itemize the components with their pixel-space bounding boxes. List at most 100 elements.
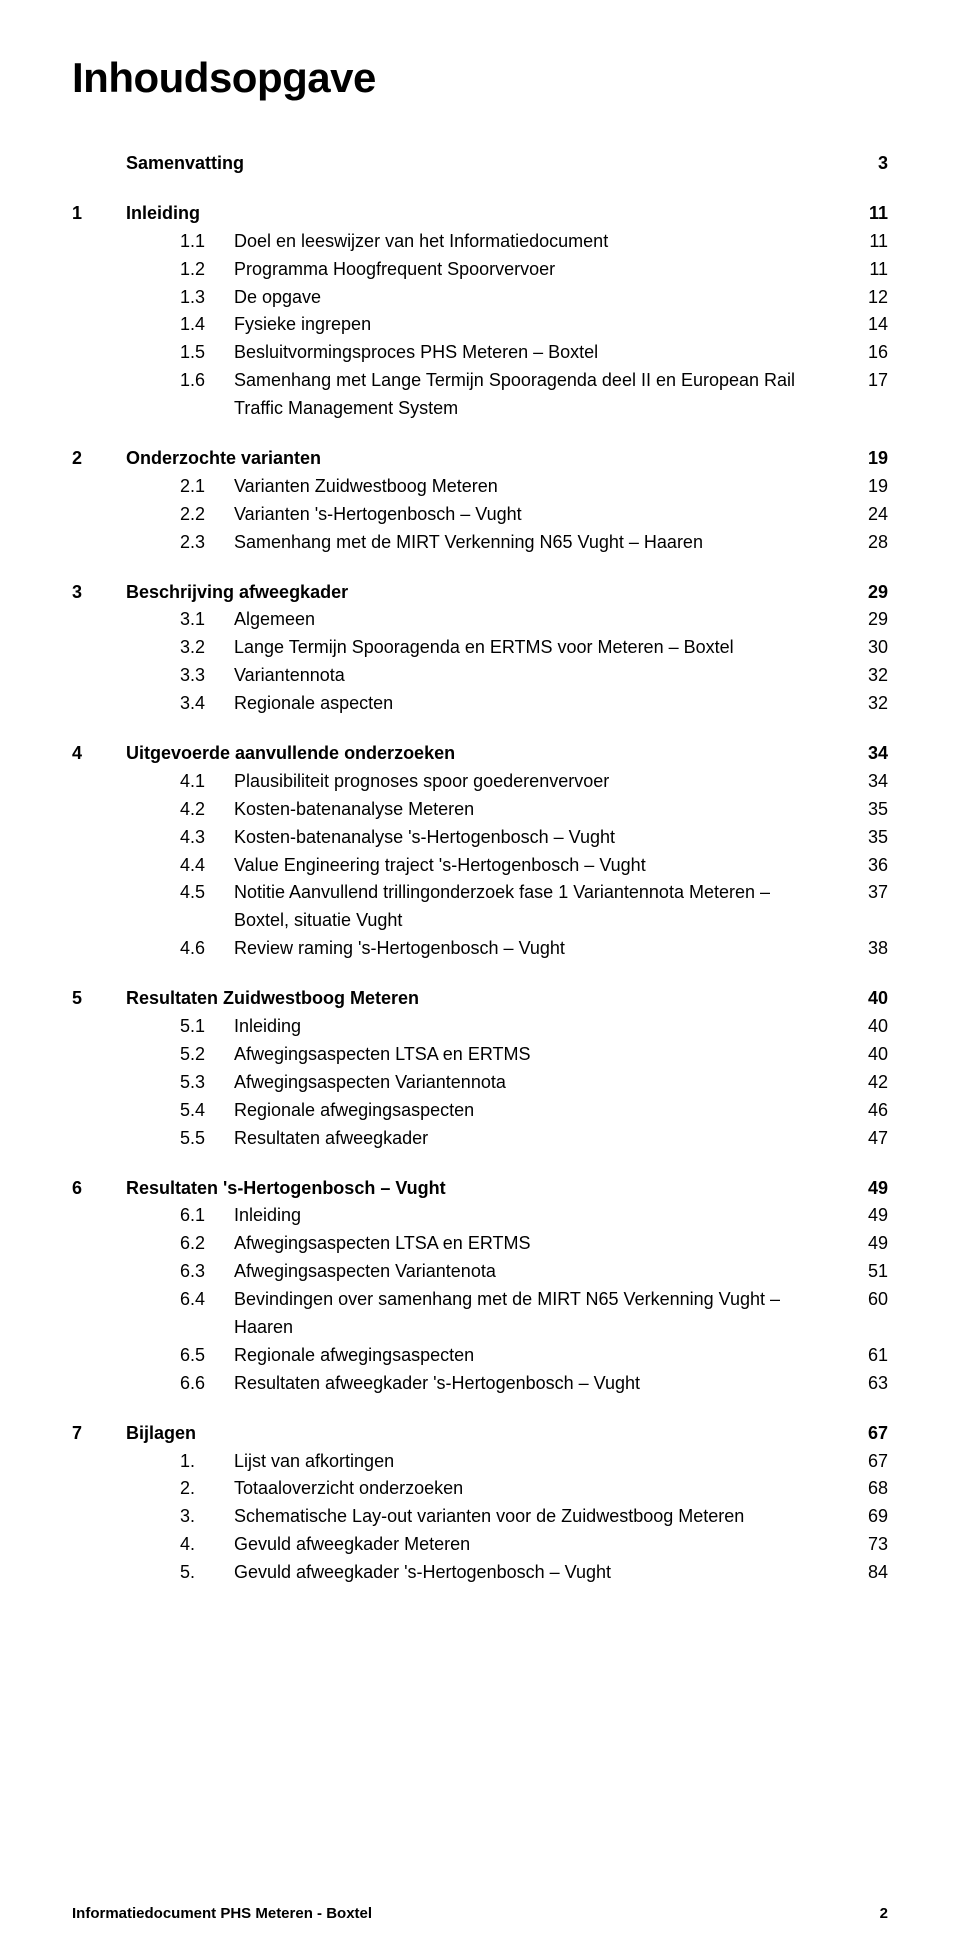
- toc-page: 32: [848, 690, 888, 718]
- toc-page: 47: [848, 1125, 888, 1153]
- toc-label: De opgave: [234, 284, 848, 312]
- toc-label: Afwegingsaspecten Variantennota: [234, 1069, 848, 1097]
- toc-num: 1.5: [126, 339, 234, 367]
- toc-subrow: 1.6Samenhang met Lange Termijn Spooragen…: [72, 367, 888, 423]
- toc-label: Samenhang met de MIRT Verkenning N65 Vug…: [234, 529, 848, 557]
- toc-label: Varianten Zuidwestboog Meteren: [234, 473, 848, 501]
- toc-label: Afwegingsaspecten LTSA en ERTMS: [234, 1041, 848, 1069]
- toc-page: 35: [848, 824, 888, 852]
- toc-subrow: 6.3Afwegingsaspecten Variantenota51: [72, 1258, 888, 1286]
- toc-label: Samenhang met Lange Termijn Spooragenda …: [234, 367, 848, 423]
- toc-subrow: 3.2Lange Termijn Spooragenda en ERTMS vo…: [72, 634, 888, 662]
- toc-section: 2Onderzochte varianten192.1Varianten Zui…: [72, 445, 888, 557]
- toc-subrow: 4.2Kosten-batenanalyse Meteren35: [72, 796, 888, 824]
- toc-num: 6.3: [126, 1258, 234, 1286]
- toc-subrow: 4.4Value Engineering traject 's-Hertogen…: [72, 852, 888, 880]
- toc-page: 38: [848, 935, 888, 963]
- toc-section: 6Resultaten 's-Hertogenbosch – Vught496.…: [72, 1175, 888, 1398]
- toc-num: 4.3: [126, 824, 234, 852]
- toc-label: Totaaloverzicht onderzoeken: [234, 1475, 848, 1503]
- toc-page: 34: [848, 768, 888, 796]
- toc-num: 4.2: [126, 796, 234, 824]
- toc-num: 6.1: [126, 1202, 234, 1230]
- toc-section: 5Resultaten Zuidwestboog Meteren405.1Inl…: [72, 985, 888, 1152]
- toc-num: 2.: [126, 1475, 234, 1503]
- toc-subrow: 5.4Regionale afwegingsaspecten46: [72, 1097, 888, 1125]
- toc-subrow: 6.5Regionale afwegingsaspecten61: [72, 1342, 888, 1370]
- toc-page: 49: [848, 1175, 888, 1203]
- toc-num: 5.: [126, 1559, 234, 1587]
- toc-section-head: 5Resultaten Zuidwestboog Meteren40: [72, 985, 888, 1013]
- toc-subrow: 3.Schematische Lay-out varianten voor de…: [72, 1503, 888, 1531]
- toc-num: 5.5: [126, 1125, 234, 1153]
- toc-page: 51: [848, 1258, 888, 1286]
- toc-subrow: 6.6Resultaten afweegkader 's-Hertogenbos…: [72, 1370, 888, 1398]
- toc-label: Resultaten Zuidwestboog Meteren: [126, 985, 848, 1013]
- toc-num: 2: [72, 445, 126, 473]
- toc-num: 2.3: [126, 529, 234, 557]
- toc-label: Doel en leeswijzer van het Informatiedoc…: [234, 228, 848, 256]
- toc-num: 6.2: [126, 1230, 234, 1258]
- toc-row-samenvatting: Samenvatting 3: [72, 150, 888, 178]
- toc-page: 29: [848, 579, 888, 607]
- toc-subrow: 1.2Programma Hoogfrequent Spoorvervoer11: [72, 256, 888, 284]
- toc-num: 2.1: [126, 473, 234, 501]
- toc-subrow: 5.3Afwegingsaspecten Variantennota42: [72, 1069, 888, 1097]
- toc-page: 37: [848, 879, 888, 907]
- toc-label: Fysieke ingrepen: [234, 311, 848, 339]
- toc-page: 67: [848, 1420, 888, 1448]
- toc-label: Onderzochte varianten: [126, 445, 848, 473]
- toc-page: 12: [848, 284, 888, 312]
- toc-page: 49: [848, 1202, 888, 1230]
- toc-section: 4Uitgevoerde aanvullende onderzoeken344.…: [72, 740, 888, 963]
- toc-num: 5.1: [126, 1013, 234, 1041]
- toc-label: Variantennota: [234, 662, 848, 690]
- toc-page: 36: [848, 852, 888, 880]
- toc-page: 42: [848, 1069, 888, 1097]
- toc-section-head: 3Beschrijving afweegkader29: [72, 579, 888, 607]
- toc-subrow: 4.1Plausibiliteit prognoses spoor goeder…: [72, 768, 888, 796]
- toc-subrow: 1.1Doel en leeswijzer van het Informatie…: [72, 228, 888, 256]
- toc-num: 3.1: [126, 606, 234, 634]
- toc-subrow: 2.2Varianten 's-Hertogenbosch – Vught24: [72, 501, 888, 529]
- toc-label: Bevindingen over samenhang met de MIRT N…: [234, 1286, 848, 1342]
- toc-subrow: 4.6Review raming 's-Hertogenbosch – Vugh…: [72, 935, 888, 963]
- toc-page: 28: [848, 529, 888, 557]
- toc-subrow: 4.Gevuld afweegkader Meteren73: [72, 1531, 888, 1559]
- toc-label: Lange Termijn Spooragenda en ERTMS voor …: [234, 634, 848, 662]
- toc-label: Afwegingsaspecten LTSA en ERTMS: [234, 1230, 848, 1258]
- toc-num: 4.1: [126, 768, 234, 796]
- toc-page: 11: [848, 200, 888, 228]
- toc-section-head: 6Resultaten 's-Hertogenbosch – Vught49: [72, 1175, 888, 1203]
- toc-subrow: 5.1Inleiding40: [72, 1013, 888, 1041]
- toc-label: Kosten-batenanalyse Meteren: [234, 796, 848, 824]
- toc-label: Besluitvormingsproces PHS Meteren – Boxt…: [234, 339, 848, 367]
- toc-label: Uitgevoerde aanvullende onderzoeken: [126, 740, 848, 768]
- toc-label: Resultaten 's-Hertogenbosch – Vught: [126, 1175, 848, 1203]
- footer-left: Informatiedocument PHS Meteren - Boxtel: [72, 1905, 372, 1922]
- toc-subrow: 1.4Fysieke ingrepen14: [72, 311, 888, 339]
- toc-label: Bijlagen: [126, 1420, 848, 1448]
- toc-label: Algemeen: [234, 606, 848, 634]
- toc-num: 4.: [126, 1531, 234, 1559]
- toc-num: 6.4: [126, 1286, 234, 1314]
- toc-subrow: 3.1Algemeen29: [72, 606, 888, 634]
- toc-subrow: 6.4Bevindingen over samenhang met de MIR…: [72, 1286, 888, 1342]
- toc-subrow: 4.3Kosten-batenanalyse 's-Hertogenbosch …: [72, 824, 888, 852]
- toc-body: 1Inleiding111.1Doel en leeswijzer van he…: [72, 200, 888, 1587]
- toc-num: 1.: [126, 1448, 234, 1476]
- toc-num: 1.1: [126, 228, 234, 256]
- toc-page: 30: [848, 634, 888, 662]
- toc-page: 69: [848, 1503, 888, 1531]
- footer-right: 2: [880, 1905, 888, 1922]
- toc-label: Samenvatting: [126, 150, 848, 178]
- toc-page: 61: [848, 1342, 888, 1370]
- toc-num: 4.4: [126, 852, 234, 880]
- toc-label: Schematische Lay-out varianten voor de Z…: [234, 1503, 848, 1531]
- toc-subrow: 2.Totaaloverzicht onderzoeken68: [72, 1475, 888, 1503]
- toc-page: 14: [848, 311, 888, 339]
- page-title: Inhoudsopgave: [72, 54, 888, 102]
- toc-num: 4.6: [126, 935, 234, 963]
- toc-num: 6.6: [126, 1370, 234, 1398]
- toc-page: 73: [848, 1531, 888, 1559]
